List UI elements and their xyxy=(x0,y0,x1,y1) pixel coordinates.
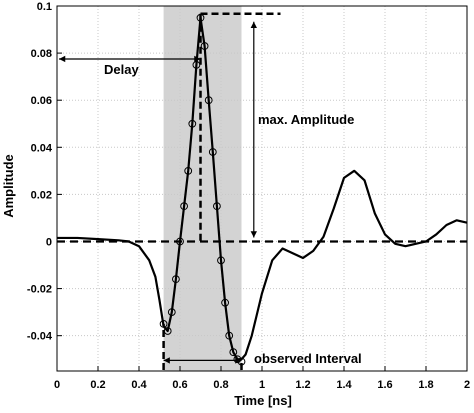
data-point-marker xyxy=(229,348,238,357)
tick-labels: 0 0.2 0.4 0.6 0.8 1 1.2 1.4 1.6 1.8 2 -0.04 -0.02 0 0.… xyxy=(27,1,470,391)
data-point-marker xyxy=(159,320,168,328)
y-tick-label: 0.1 xyxy=(37,1,52,13)
observed-interval-shade xyxy=(163,6,242,371)
data-point-marker xyxy=(163,327,172,335)
y-tick-label: 0.06 xyxy=(31,95,52,107)
data-point-marker xyxy=(192,60,201,69)
data-point-marker xyxy=(233,355,242,364)
axes xyxy=(56,5,468,372)
data-point-marker xyxy=(213,202,221,211)
observed-interval-annotation-label: observed Interval xyxy=(254,351,362,366)
y-tick-label: 0.04 xyxy=(31,142,53,154)
observed-interval-band xyxy=(163,6,242,371)
x-tick-label: 1 xyxy=(259,379,265,391)
x-tick-label: 2 xyxy=(464,379,470,391)
data-point-marker xyxy=(180,202,189,211)
y-tick-label: 0.08 xyxy=(31,48,52,60)
data-point-marker xyxy=(172,275,180,284)
x-tick-label: 1.2 xyxy=(295,379,310,391)
y-tick-label: 0.02 xyxy=(31,189,52,201)
data-point-marker xyxy=(196,13,205,22)
data-point-marker xyxy=(204,96,213,105)
x-tick-label: 1.6 xyxy=(377,379,392,391)
data-point-marker xyxy=(217,256,225,265)
data-point-marker xyxy=(200,42,209,50)
x-axis-label: Time [ns] xyxy=(234,393,292,408)
data-point-marker xyxy=(208,148,217,156)
series-layer xyxy=(57,13,468,366)
data-point-marker xyxy=(184,166,193,175)
x-tick-label: 0.8 xyxy=(213,379,228,391)
data-point-marker xyxy=(188,119,197,128)
x-tick-label: 1.4 xyxy=(336,379,352,391)
max-amplitude-arrow xyxy=(250,21,257,238)
amplitude-signal-series xyxy=(57,16,468,361)
y-tick-label: -0.04 xyxy=(27,331,53,343)
x-tick-label: 0.6 xyxy=(172,379,187,391)
y-axis-label: Amplitude xyxy=(1,154,16,218)
y-tick-label: 0 xyxy=(46,236,52,248)
grid xyxy=(56,5,468,371)
max-amplitude-annotation-label: max. Amplitude xyxy=(258,112,354,127)
data-point-marker xyxy=(167,308,176,317)
data-point-marker xyxy=(237,357,246,366)
data-point-marker xyxy=(221,298,230,307)
x-tick-label: 1.8 xyxy=(418,379,433,391)
plot-frame xyxy=(56,5,468,372)
x-tick-label: 0 xyxy=(54,379,60,391)
data-point-marker xyxy=(225,331,234,340)
delay-annotation-label: Delay xyxy=(104,62,139,77)
y-tick-label: -0.02 xyxy=(27,284,52,296)
x-tick-label: 0.2 xyxy=(90,379,105,391)
x-tick-label: 0.4 xyxy=(131,379,147,391)
